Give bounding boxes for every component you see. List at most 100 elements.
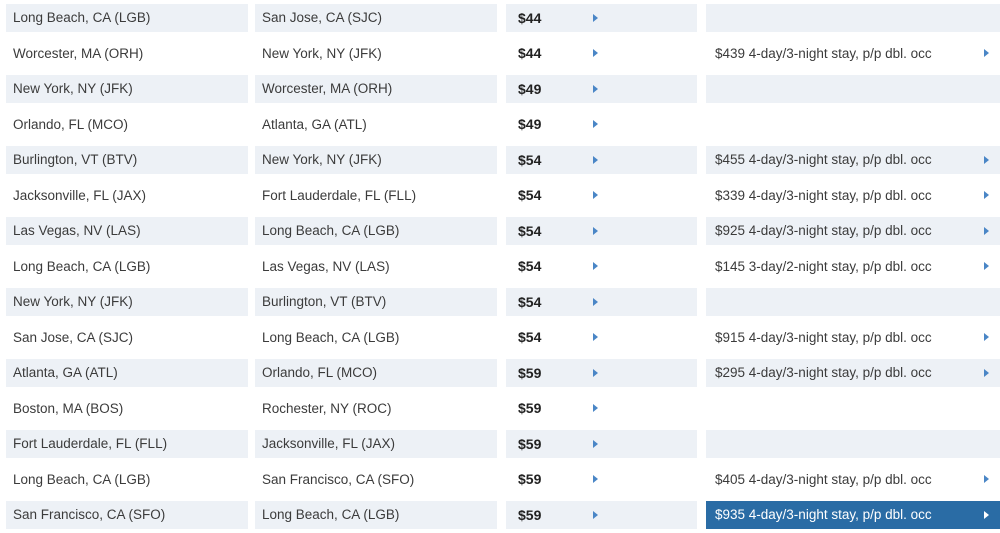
destination-city-label: Fort Lauderdale, FL (FLL)	[262, 187, 417, 203]
fare-amount: $59	[518, 364, 542, 381]
destination-city-label: Jacksonville, FL (JAX)	[262, 436, 396, 452]
arrow-right-icon[interactable]	[593, 262, 598, 271]
package-deal-cell[interactable]: $145 3-day/2-night stay, p/p dbl. occ	[706, 252, 1000, 280]
arrow-right-icon[interactable]	[593, 439, 598, 448]
fare-amount: $54	[518, 293, 542, 310]
destination-city-cell: Long Beach, CA (LGB)	[255, 500, 497, 529]
package-deal-cell[interactable]: $295 4-day/3-night stay, p/p dbl. occ	[706, 358, 1000, 387]
destination-city-label: San Jose, CA (SJC)	[262, 10, 383, 25]
origin-city-label: Long Beach, CA (LGB)	[13, 10, 151, 25]
arrow-right-icon[interactable]	[593, 155, 598, 164]
arrow-right-icon[interactable]	[593, 510, 598, 519]
package-deal-label: $935 4-day/3-night stay, p/p dbl. occ	[715, 507, 932, 523]
fare-cell[interactable]: $59	[506, 394, 697, 422]
destination-city-label: Las Vegas, NV (LAS)	[262, 258, 390, 274]
destination-city-label: New York, NY (JFK)	[262, 45, 382, 61]
fare-cell[interactable]: $54	[506, 145, 697, 174]
package-deal-cell[interactable]: $405 4-day/3-night stay, p/p dbl. occ	[706, 465, 1000, 493]
fare-cell[interactable]: $59	[506, 429, 697, 458]
arrow-right-icon[interactable]	[984, 49, 989, 58]
fare-amount: $54	[518, 187, 542, 204]
destination-city-cell: New York, NY (JFK)	[255, 39, 497, 67]
package-deal-cell[interactable]: $925 4-day/3-night stay, p/p dbl. occ	[706, 216, 1000, 245]
package-deal-cell-empty	[706, 110, 1000, 138]
destination-city-cell: San Jose, CA (SJC)	[255, 3, 497, 32]
origin-city-label: Fort Lauderdale, FL (FLL)	[13, 436, 168, 452]
package-deal-cell[interactable]: $439 4-day/3-night stay, p/p dbl. occ	[706, 39, 1000, 67]
fare-amount: $54	[518, 329, 542, 346]
fare-amount: $59	[518, 506, 542, 523]
fare-row: New York, NY (JFK) Worcester, MA (ORH) $…	[0, 71, 1000, 107]
fare-amount: $59	[518, 435, 542, 452]
arrow-right-icon[interactable]	[984, 368, 989, 377]
package-deal-cell[interactable]: $915 4-day/3-night stay, p/p dbl. occ	[706, 323, 1000, 351]
fare-cell[interactable]: $44	[506, 3, 697, 32]
package-deal-cell-empty	[706, 429, 1000, 458]
arrow-right-icon[interactable]	[593, 368, 598, 377]
origin-city-cell: San Jose, CA (SJC)	[6, 323, 248, 351]
fare-cell[interactable]: $49	[506, 74, 697, 103]
arrow-right-icon[interactable]	[593, 49, 598, 58]
fare-cell[interactable]: $59	[506, 358, 697, 387]
arrow-right-icon[interactable]	[984, 333, 989, 342]
fare-row: New York, NY (JFK) Burlington, VT (BTV) …	[0, 284, 1000, 320]
fare-amount: $44	[518, 9, 542, 26]
arrow-right-icon[interactable]	[593, 120, 598, 129]
origin-city-label: Atlanta, GA (ATL)	[13, 365, 118, 381]
fare-cell[interactable]: $54	[506, 323, 697, 351]
arrow-right-icon[interactable]	[984, 510, 989, 519]
fare-row: Long Beach, CA (LGB) Las Vegas, NV (LAS)…	[0, 249, 1000, 285]
arrow-right-icon[interactable]	[593, 404, 598, 413]
fare-row: Orlando, FL (MCO) Atlanta, GA (ATL) $49	[0, 107, 1000, 143]
destination-city-label: Long Beach, CA (LGB)	[262, 223, 400, 239]
arrow-right-icon[interactable]	[593, 84, 598, 93]
fare-cell[interactable]: $54	[506, 216, 697, 245]
fare-amount: $49	[518, 116, 542, 133]
fare-row: San Jose, CA (SJC) Long Beach, CA (LGB) …	[0, 320, 1000, 356]
fare-amount: $54	[518, 258, 542, 275]
package-deal-cell-empty	[706, 287, 1000, 316]
origin-city-cell: Atlanta, GA (ATL)	[6, 358, 248, 387]
package-deal-label: $915 4-day/3-night stay, p/p dbl. occ	[715, 329, 932, 345]
fare-row: San Francisco, CA (SFO) Long Beach, CA (…	[0, 497, 1000, 533]
fare-row: Atlanta, GA (ATL) Orlando, FL (MCO) $59 …	[0, 355, 1000, 391]
destination-city-label: Worcester, MA (ORH)	[262, 81, 393, 97]
fare-cell[interactable]: $44	[506, 39, 697, 67]
origin-city-cell: Fort Lauderdale, FL (FLL)	[6, 429, 248, 458]
arrow-right-icon[interactable]	[593, 333, 598, 342]
package-deal-label: $439 4-day/3-night stay, p/p dbl. occ	[715, 45, 932, 61]
arrow-right-icon[interactable]	[593, 297, 598, 306]
arrow-right-icon[interactable]	[984, 191, 989, 200]
arrow-right-icon[interactable]	[984, 226, 989, 235]
fare-cell[interactable]: $59	[506, 500, 697, 529]
arrow-right-icon[interactable]	[593, 226, 598, 235]
package-deal-label: $295 4-day/3-night stay, p/p dbl. occ	[715, 365, 932, 381]
package-deal-cell-empty	[706, 74, 1000, 103]
fare-row: Burlington, VT (BTV) New York, NY (JFK) …	[0, 142, 1000, 178]
destination-city-cell: Fort Lauderdale, FL (FLL)	[255, 181, 497, 209]
destination-city-cell: Orlando, FL (MCO)	[255, 358, 497, 387]
package-deal-label: $925 4-day/3-night stay, p/p dbl. occ	[715, 223, 932, 239]
fare-cell[interactable]: $49	[506, 110, 697, 138]
arrow-right-icon[interactable]	[593, 13, 598, 22]
destination-city-label: New York, NY (JFK)	[262, 152, 382, 168]
arrow-right-icon[interactable]	[593, 191, 598, 200]
fare-cell[interactable]: $59	[506, 465, 697, 493]
origin-city-cell: Long Beach, CA (LGB)	[6, 3, 248, 32]
package-deal-cell-selected[interactable]: $935 4-day/3-night stay, p/p dbl. occ	[706, 500, 1000, 529]
fare-cell[interactable]: $54	[506, 287, 697, 316]
fare-cell[interactable]: $54	[506, 181, 697, 209]
origin-city-label: Burlington, VT (BTV)	[13, 152, 138, 168]
origin-city-label: Worcester, MA (ORH)	[13, 45, 144, 61]
package-deal-cell[interactable]: $339 4-day/3-night stay, p/p dbl. occ	[706, 181, 1000, 209]
arrow-right-icon[interactable]	[984, 475, 989, 484]
origin-city-cell: Long Beach, CA (LGB)	[6, 465, 248, 493]
package-deal-cell[interactable]: $455 4-day/3-night stay, p/p dbl. occ	[706, 145, 1000, 174]
fare-cell[interactable]: $54	[506, 252, 697, 280]
fare-amount: $59	[518, 400, 542, 417]
arrow-right-icon[interactable]	[984, 262, 989, 271]
origin-city-label: Boston, MA (BOS)	[13, 400, 124, 416]
arrow-right-icon[interactable]	[984, 155, 989, 164]
arrow-right-icon[interactable]	[593, 475, 598, 484]
